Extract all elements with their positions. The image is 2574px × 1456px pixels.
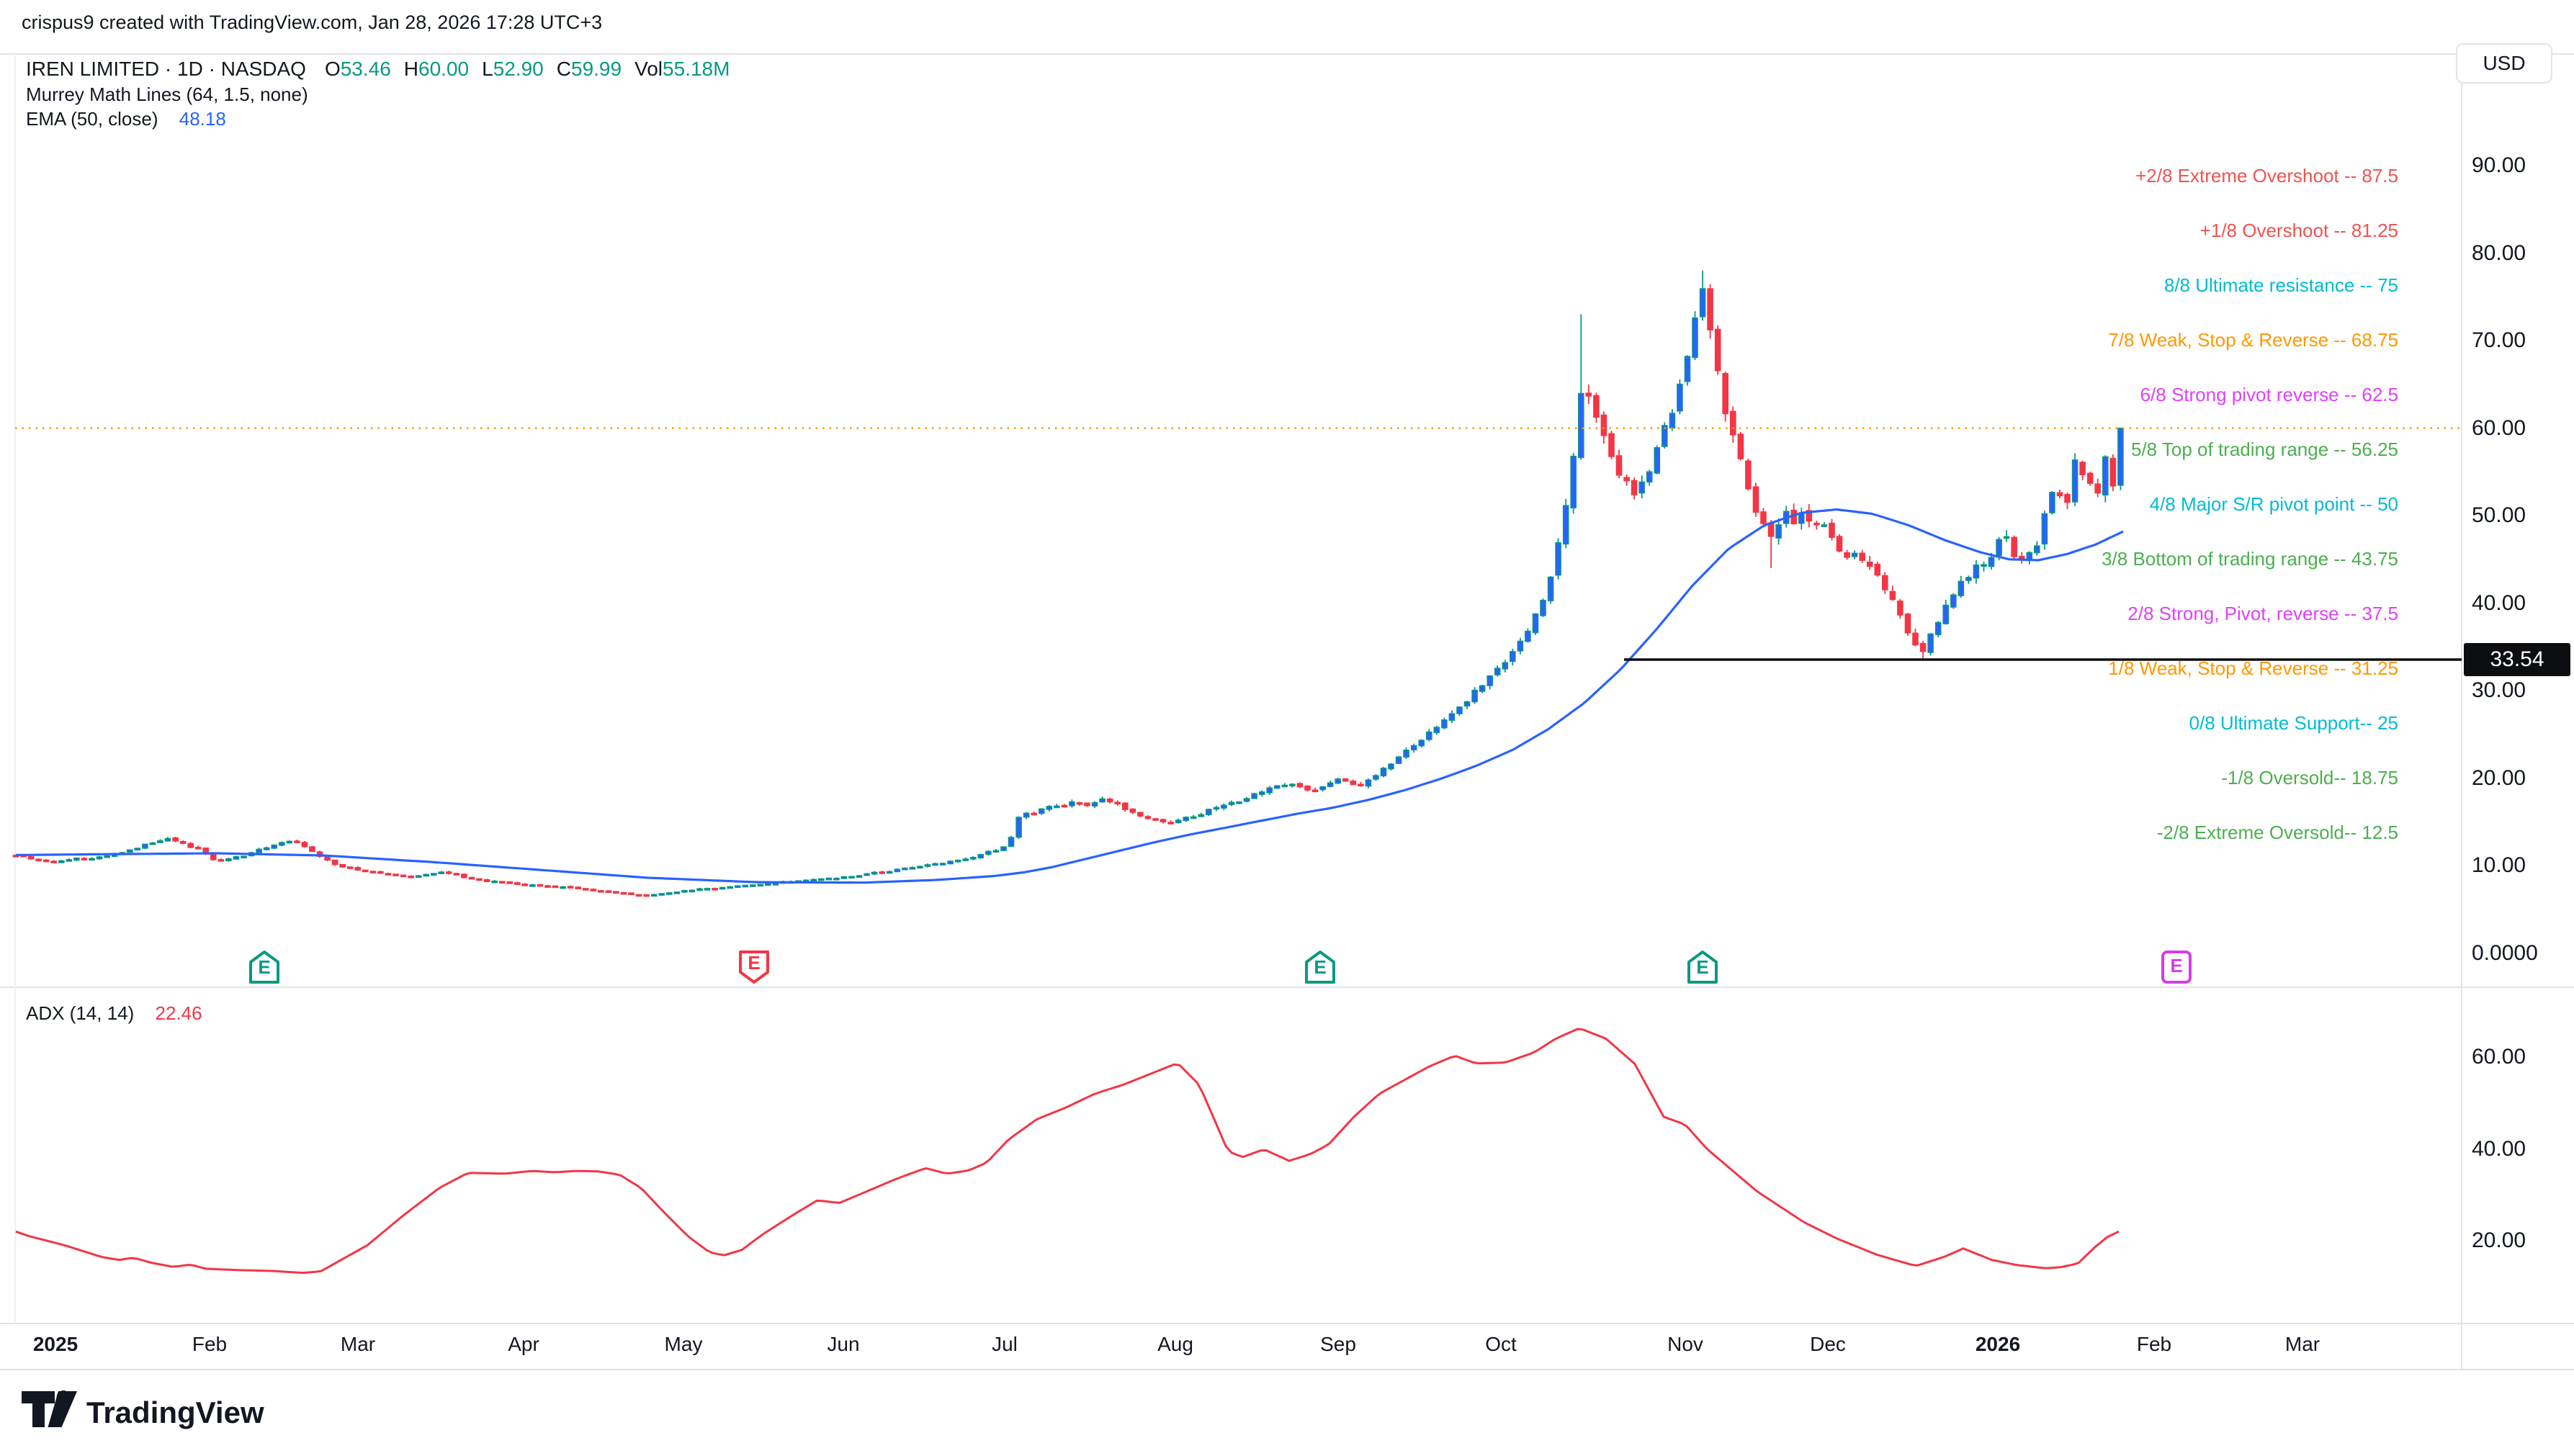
price-axis-tick: 90.00 <box>2472 153 2526 177</box>
time-axis-month-label: Sep <box>1320 1333 1356 1355</box>
time-axis-month-label: Apr <box>508 1333 539 1355</box>
price-axis-tick: 70.00 <box>2472 328 2526 352</box>
time-axis-month-label: Mar <box>2284 1333 2320 1355</box>
time-axis-month-label: Mar <box>340 1333 376 1355</box>
murrey-level-label: 2/8 Strong, Pivot, reverse -- 37.5 <box>2127 602 2398 624</box>
earnings-marker-square-icon[interactable]: E <box>2161 951 2192 984</box>
tradingview-logo-text: TradingView <box>86 1396 264 1429</box>
murrey-level-label: -2/8 Extreme Oversold-- 12.5 <box>2156 821 2398 843</box>
price-axis-tick: 10.00 <box>2472 853 2526 877</box>
adx-axis-tick: 40.00 <box>2472 1136 2526 1161</box>
time-axis-year-label: 2026 <box>1975 1333 2021 1355</box>
adx-line <box>15 1028 2120 1275</box>
ohlc-value: 55.18M <box>663 58 730 80</box>
ohlc-label: C <box>556 58 571 80</box>
time-axis-month-label: Oct <box>1485 1333 1517 1355</box>
svg-text:E: E <box>748 952 760 974</box>
legend-symbol-row[interactable]: IREN LIMITED · 1D · NASDAQ O53.46 H60.00 L5… <box>26 58 730 81</box>
legend-adx-row[interactable]: ADX (14, 14) 22.46 <box>26 1002 202 1025</box>
murrey-level-label: 6/8 Strong pivot reverse -- 62.5 <box>2140 384 2398 406</box>
murrey-level-label: 7/8 Weak, Stop & Reverse -- 68.75 <box>2108 329 2398 351</box>
time-axis-month-label: Jul <box>992 1333 1018 1355</box>
ohlc-value: 52.90 <box>493 58 544 80</box>
adx-axis-tick: 60.00 <box>2472 1045 2526 1069</box>
price-axis-tick: 0.0000 <box>2472 940 2538 965</box>
earnings-marker-up-icon[interactable]: E <box>1687 951 1718 984</box>
svg-text:E: E <box>2170 955 2182 976</box>
murrey-level-label: 4/8 Major S/R pivot point -- 50 <box>2149 493 2398 515</box>
time-axis-month-label: Nov <box>1667 1333 1703 1355</box>
murrey-level-label: 0/8 Ultimate Support-- 25 <box>2189 711 2398 734</box>
adx-indicator-title: ADX (14, 14) <box>26 1002 135 1024</box>
murrey-level-label: 3/8 Bottom of trading range -- 43.75 <box>2102 547 2398 570</box>
earnings-marker-up-icon[interactable]: E <box>1305 951 1335 984</box>
adx-axis-tick: 20.00 <box>2472 1228 2526 1252</box>
time-axis-month-label: Feb <box>2136 1333 2172 1355</box>
legend-murrey-row[interactable]: Murrey Math Lines (64, 1.5, none) <box>26 84 308 106</box>
murrey-indicator-title: Murrey Math Lines (64, 1.5, none) <box>26 84 308 105</box>
legend-ema-row[interactable]: EMA (50, close) 48.18 <box>26 108 226 130</box>
price-line-marker: 33.54 <box>2464 642 2570 676</box>
ohlc-label: Vol <box>634 58 663 80</box>
ema-indicator-value: 48.18 <box>179 108 226 130</box>
time-axis-year-label: 2025 <box>32 1333 79 1355</box>
tradingview-logo-icon <box>22 1390 77 1427</box>
earnings-marker-up-icon[interactable]: E <box>249 951 279 984</box>
watermark-attribution: crispus9 created with TradingView.com, J… <box>22 12 603 33</box>
ohlc-value: 59.99 <box>571 58 622 80</box>
time-axis[interactable] <box>0 1325 2574 1368</box>
tradingview-logo[interactable]: TradingView <box>20 1383 366 1443</box>
murrey-level-label: 8/8 Ultimate resistance -- 75 <box>2163 274 2398 297</box>
murrey-level-label: +1/8 Overshoot -- 81.25 <box>2199 220 2398 242</box>
murrey-level-label: +2/8 Extreme Overshoot -- 87.5 <box>2135 165 2398 187</box>
time-axis-month-label: Jun <box>827 1333 860 1355</box>
time-axis-month-label: Dec <box>1810 1333 1846 1355</box>
ohlc-value: 60.00 <box>418 58 470 80</box>
ohlc-values: O53.46 H60.00 L52.90 C59.99 Vol55.18M <box>306 58 730 80</box>
time-axis-month-label: May <box>664 1333 703 1355</box>
murrey-level-label: 5/8 Top of trading range -- 56.25 <box>2131 439 2398 461</box>
murrey-level-label: 1/8 Weak, Stop & Reverse -- 31.25 <box>2108 657 2398 679</box>
ema-indicator-title: EMA (50, close) <box>26 108 158 130</box>
candlestick-series <box>12 270 2124 897</box>
symbol-title: IREN LIMITED · 1D · NASDAQ <box>26 58 306 80</box>
murrey-level-label: -1/8 Oversold-- 18.75 <box>2221 766 2398 788</box>
adx-indicator-value: 22.46 <box>155 1002 202 1024</box>
price-axis-tick: 40.00 <box>2472 590 2526 615</box>
price-axis[interactable] <box>2462 54 2574 1324</box>
earnings-marker-down-icon[interactable]: E <box>739 951 769 984</box>
ohlc-label: L <box>482 58 493 80</box>
svg-text:E: E <box>1696 956 1708 978</box>
price-axis-tick: 20.00 <box>2472 765 2526 790</box>
ohlc-label: H <box>403 58 419 80</box>
price-axis-tick: 80.00 <box>2472 241 2526 265</box>
price-axis-tick: 60.00 <box>2472 415 2526 440</box>
ohlc-label: O <box>324 58 341 80</box>
ohlc-value: 53.46 <box>340 58 391 80</box>
time-axis-month-label: Feb <box>192 1333 228 1355</box>
svg-text:E: E <box>1314 956 1326 978</box>
time-axis-month-label: Aug <box>1157 1333 1193 1355</box>
price-axis-tick: 50.00 <box>2472 503 2526 527</box>
currency-toggle-button[interactable]: USD <box>2456 43 2552 84</box>
price-axis-tick: 30.00 <box>2472 678 2526 702</box>
ema-line <box>15 508 2124 884</box>
svg-text:E: E <box>258 956 270 978</box>
